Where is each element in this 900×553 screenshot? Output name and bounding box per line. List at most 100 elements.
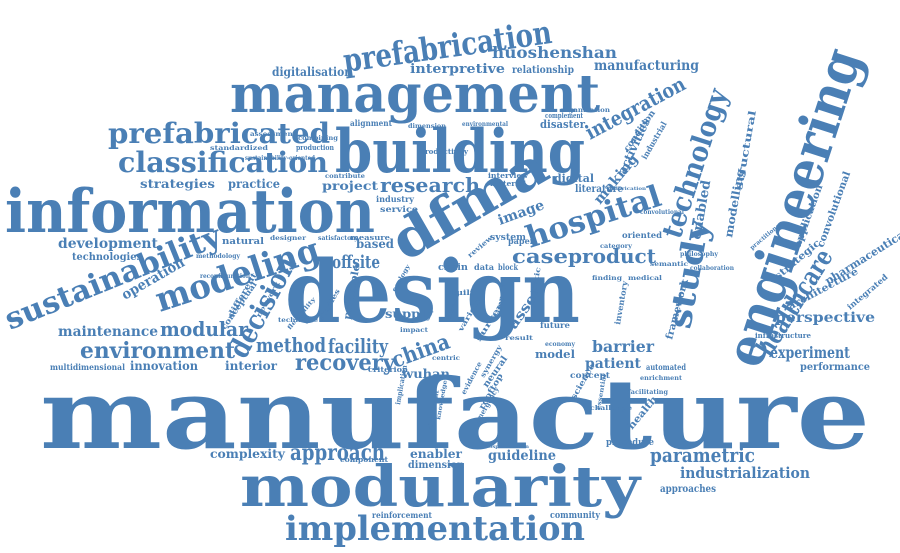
word: natural [222,237,265,247]
word: semantic [650,261,688,268]
word: sustainability-oriented [245,155,316,162]
word: facilitating [628,389,669,396]
word: industry [376,194,414,204]
word: combining [298,135,339,142]
word: material [490,179,526,188]
word: huoshenshan [492,43,617,62]
word: interview [488,171,529,180]
word: offsite [332,252,380,273]
word: productivity [420,147,469,156]
word: patient [585,356,642,372]
word: interpretive [410,62,505,77]
word: modularity [240,454,642,520]
word: facility [328,334,389,358]
word: project [322,179,379,193]
word: complexity [210,447,286,461]
word: data [474,262,494,272]
word: reconfiguration [200,273,251,280]
word: multidimensional [50,362,125,372]
word: automated [646,362,686,372]
word: medical [628,275,663,282]
word: built [450,288,475,297]
word: organization [560,107,611,114]
word: inventory [612,280,630,325]
word: design [285,242,580,343]
word: based [356,237,395,251]
word: procedure [606,438,654,448]
word: enabler [410,447,463,461]
word: category [600,243,633,250]
word: perspective [775,310,875,326]
word: enrichment [640,375,682,382]
word: finding [592,275,623,282]
word: literature [575,184,623,195]
word: economy [545,341,576,348]
word: environmental [462,121,509,128]
word: product [568,244,657,268]
word: designer [270,235,307,242]
word: research [380,173,480,197]
word: impact [400,327,428,334]
word: hospitalization [485,444,529,450]
word: alignment [350,118,392,128]
word: dimension [408,123,447,130]
word: collaboration [690,265,735,272]
word: satisfactory [318,235,359,242]
word: modular [160,317,248,341]
word: supply [385,307,434,321]
word: relationship [512,65,574,76]
word: development [58,236,159,252]
word: chain [438,263,468,273]
word: contribute [325,173,365,180]
word: service [380,204,418,214]
word: measure [350,233,391,242]
word: reinforcement [372,510,432,520]
word: manufacture [40,358,870,471]
word: building [335,117,585,187]
word: assessment [250,131,296,138]
word: wuhan [401,367,450,381]
word: approaches [660,484,716,495]
word: standardized [210,145,269,152]
word: technologies [72,252,142,263]
word: industrialization [680,464,810,482]
word: digitalisation [272,65,352,79]
word: parametric [650,443,755,467]
word: structural [734,110,759,191]
word: community [550,511,601,521]
word: complement [545,111,584,120]
word: management [230,64,600,125]
word: system [490,233,526,243]
word: innovation [130,359,198,373]
word: performance [800,362,870,373]
word: model [535,348,575,361]
word: result [505,335,533,342]
word: component [340,455,389,464]
word: information [5,177,375,247]
word: convolutional [640,209,685,216]
word: approach [290,440,385,466]
word: barrier [592,337,655,356]
word: infrastructure [755,331,812,340]
word: classification [118,146,328,179]
word: guideline [488,448,556,464]
word: case [512,244,568,268]
word: philosophy [680,251,719,258]
word: disaster [540,118,585,131]
word: concept [570,370,610,380]
word: block [498,262,518,272]
word: challenge [590,405,632,412]
word: implementation [285,509,585,549]
word: paper [508,236,535,246]
word: practice [228,177,280,191]
word: centric [432,355,460,362]
word: dimension [408,460,465,471]
word: strategies [140,177,215,191]
word: technique [278,317,318,324]
word: prefabricated [108,117,330,150]
word: recovery [295,350,396,376]
word: future [540,320,570,330]
word: experiment [770,343,850,362]
word: interior [225,359,278,373]
